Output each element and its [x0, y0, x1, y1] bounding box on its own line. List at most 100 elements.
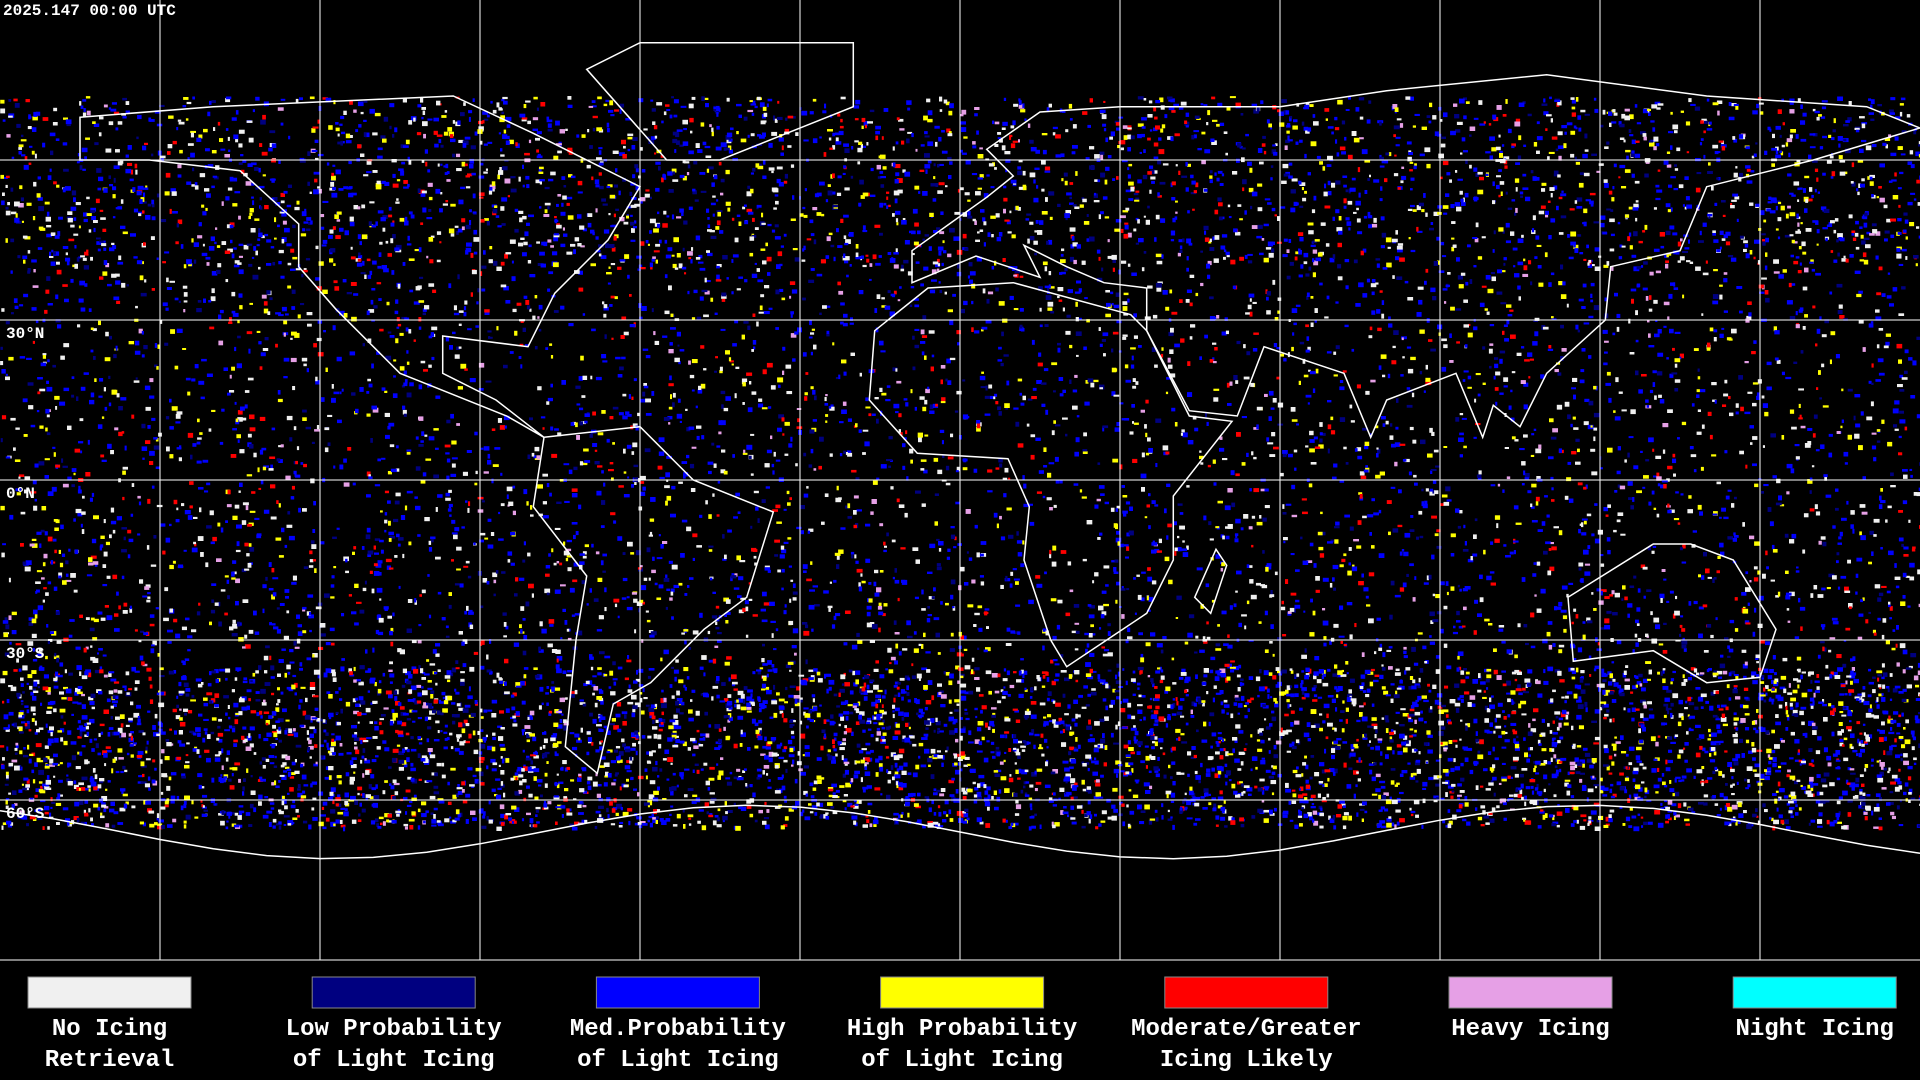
icing-pixel [307, 181, 310, 186]
icing-pixel [463, 102, 466, 106]
icing-pixel [1272, 279, 1276, 285]
icing-pixel [1368, 224, 1372, 229]
icing-pixel [1699, 142, 1703, 146]
icing-pixel [1808, 154, 1812, 159]
icing-pixel [323, 330, 326, 333]
icing-pixel [937, 469, 943, 475]
icing-pixel [23, 164, 29, 170]
icing-pixel [973, 468, 978, 473]
icing-pixel [1863, 237, 1870, 240]
icing-pixel [1712, 144, 1719, 149]
icing-pixel [1493, 375, 1496, 380]
icing-pixel [1155, 253, 1162, 258]
icing-pixel [633, 378, 637, 382]
icing-pixel [1668, 293, 1673, 299]
icing-pixel [1879, 197, 1885, 203]
icing-pixel [1387, 246, 1391, 249]
icing-pixel [335, 122, 339, 125]
icing-pixel [1253, 109, 1259, 114]
icing-pixel [316, 337, 322, 342]
icing-pixel [716, 112, 719, 117]
icing-pixel [1644, 224, 1648, 230]
icing-pixel [689, 374, 695, 379]
icing-pixel [1834, 218, 1839, 222]
icing-pixel [941, 262, 944, 267]
icing-pixel [1764, 150, 1768, 155]
icing-pixel [1558, 155, 1562, 161]
icing-pixel [1147, 285, 1153, 289]
icing-pixel [1885, 144, 1888, 149]
icing-pixel [400, 170, 405, 176]
icing-pixel [317, 186, 321, 189]
icing-pixel [919, 396, 925, 400]
icing-pixel [1830, 250, 1834, 253]
icing-pixel [1115, 219, 1122, 223]
icing-pixel [27, 268, 31, 273]
icing-pixel [546, 116, 550, 120]
icing-pixel [1179, 299, 1183, 303]
icing-pixel [1778, 201, 1782, 205]
icing-pixel [819, 312, 822, 315]
icing-pixel [210, 236, 215, 242]
icing-pixel [1475, 373, 1481, 376]
icing-pixel [938, 163, 944, 166]
icing-pixel [275, 202, 281, 206]
icing-pixel [438, 138, 442, 144]
icing-pixel [1502, 230, 1505, 234]
icing-pixel [835, 377, 839, 380]
icing-pixel [416, 132, 422, 136]
icing-pixel [904, 171, 911, 177]
icing-pixel [1759, 210, 1765, 216]
icing-pixel [80, 386, 86, 391]
icing-pixel [1291, 346, 1294, 352]
icing-pixel [1807, 479, 1813, 484]
icing-pixel [640, 398, 645, 403]
icing-pixel [1732, 136, 1736, 140]
icing-pixel [157, 344, 161, 349]
icing-pixel [1463, 97, 1467, 100]
icing-pixel [134, 350, 141, 355]
icing-pixel [402, 98, 407, 103]
icing-pixel [1375, 474, 1381, 479]
icing-pixel [1189, 274, 1195, 278]
icing-pixel [1706, 128, 1713, 131]
icing-pixel [938, 250, 942, 256]
icing-pixel [1545, 210, 1549, 215]
icing-pixel [1752, 382, 1759, 385]
icing-pixel [389, 125, 392, 130]
icing-pixel [1785, 142, 1789, 147]
icing-pixel [1057, 295, 1060, 299]
icing-pixel [1567, 234, 1570, 238]
icing-pixel [567, 147, 573, 153]
icing-pixel [322, 289, 328, 294]
icing-pixel [1076, 280, 1081, 284]
icing-pixel [333, 100, 336, 105]
icing-pixel [1499, 159, 1506, 164]
icing-pixel [725, 135, 731, 140]
icing-pixel [8, 99, 12, 102]
icing-pixel [1033, 240, 1038, 245]
icing-pixel [13, 298, 18, 303]
icing-pixel [556, 203, 559, 207]
icing-pixel [1730, 205, 1735, 209]
icing-pixel [1477, 393, 1481, 397]
icing-pixel [65, 257, 71, 262]
icing-pixel [1290, 207, 1296, 213]
icing-pixel [1315, 257, 1321, 262]
icing-pixel [1898, 313, 1905, 316]
icing-pixel [1615, 377, 1619, 383]
icing-pixel [1876, 292, 1882, 296]
icing-pixel [1611, 197, 1615, 202]
icing-pixel [1210, 138, 1215, 142]
icing-pixel [1388, 531, 1391, 536]
icing-pixel [263, 301, 268, 306]
icing-pixel [496, 326, 499, 331]
icing-pixel [1570, 130, 1576, 135]
icing-pixel [90, 207, 96, 212]
icing-pixel [1167, 357, 1171, 363]
icing-pixel [11, 312, 14, 315]
icing-pixel [1907, 201, 1913, 206]
icing-pixel [706, 168, 710, 173]
icing-pixel [1029, 221, 1034, 225]
icing-pixel [1875, 255, 1879, 260]
